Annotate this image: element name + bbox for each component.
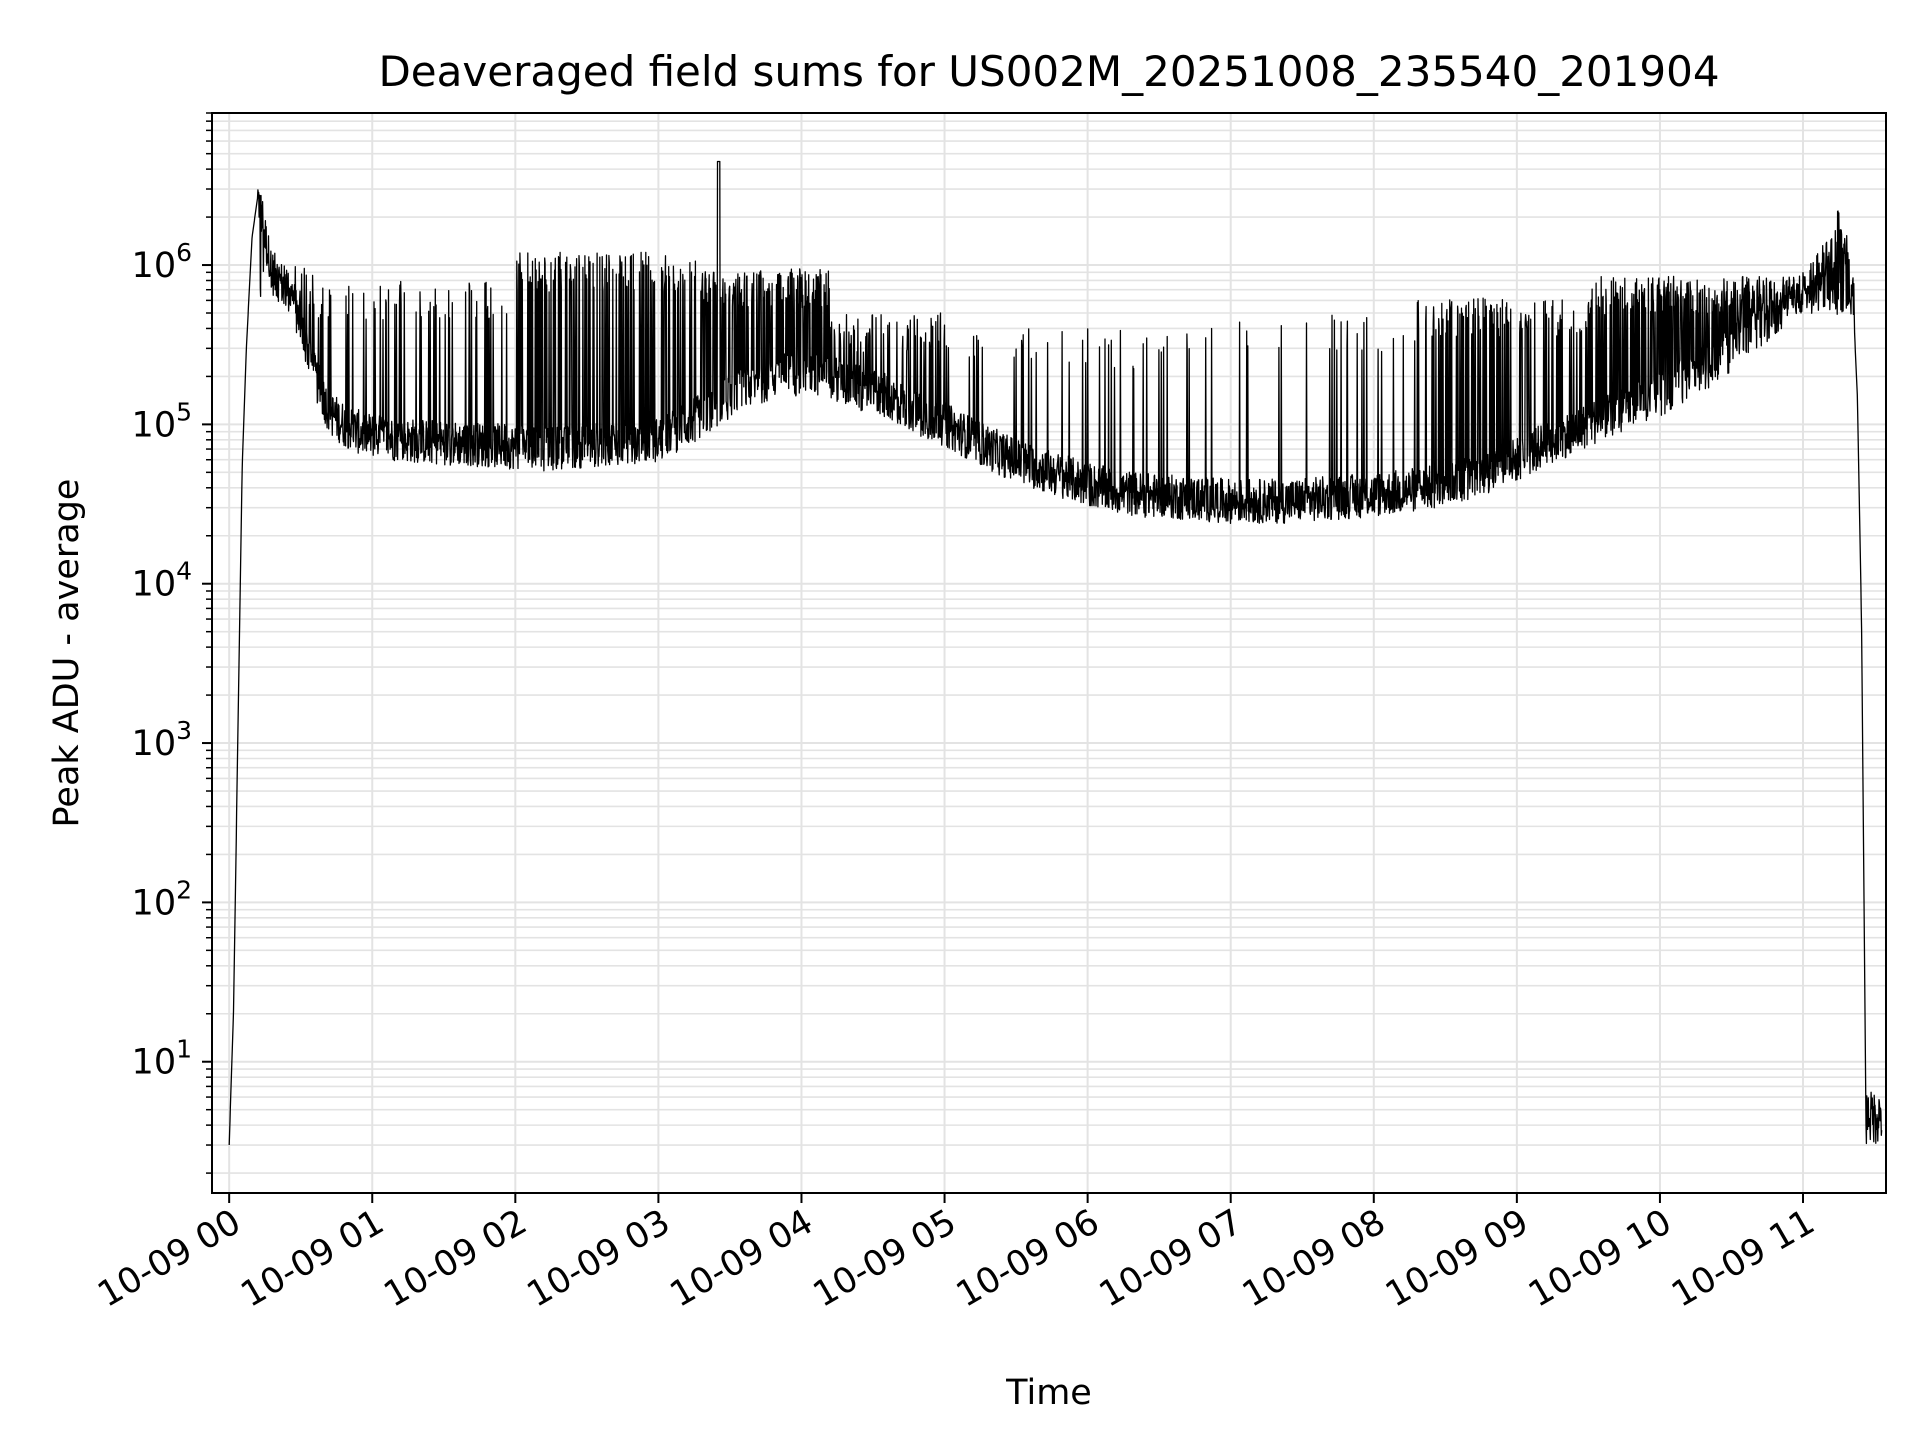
minor-gridlines (212, 112, 1886, 1174)
y-tick-label: 105 (132, 397, 192, 445)
y-axis-label: Peak ADU - average (47, 479, 87, 828)
y-tick-label: 103 (132, 716, 192, 764)
y-tick-label: 101 (132, 1035, 192, 1083)
chart-title: Deaveraged field sums for US002M_2025100… (378, 47, 1719, 96)
y-axis-ticks: 101 102 103 104 105 106 (132, 112, 212, 1174)
major-gridlines (212, 113, 1886, 1193)
plot-area-frame (211, 112, 1887, 1194)
y-tick-label: 106 (132, 238, 192, 286)
x-axis-label: Time (1005, 1373, 1092, 1413)
data-series-line (228, 160, 1883, 1146)
y-tick-label: 104 (132, 557, 192, 605)
y-tick-label: 102 (132, 875, 192, 923)
